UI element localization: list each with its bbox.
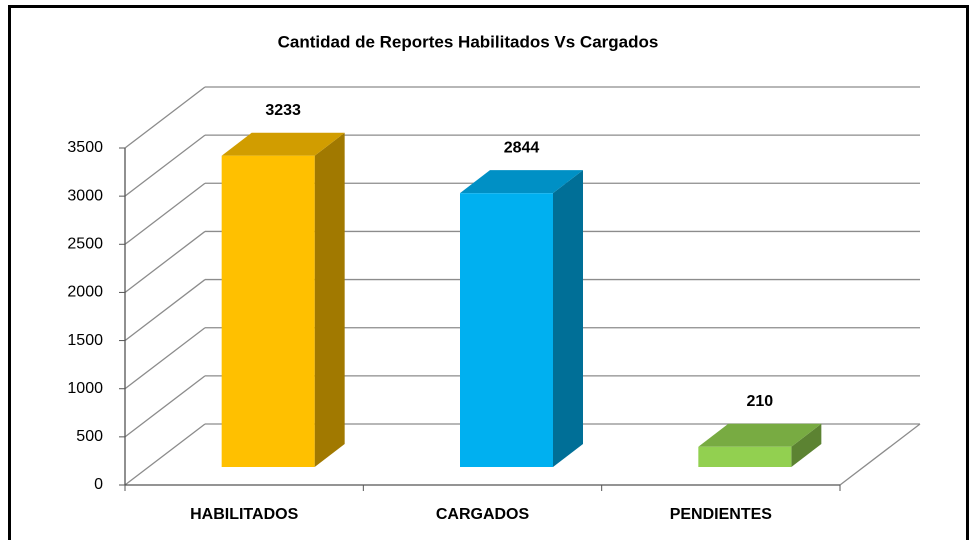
- grid-line: [124, 86, 206, 149]
- grid-line: [124, 230, 206, 293]
- y-tick-label: 2500: [67, 236, 103, 253]
- grid-line: [124, 279, 206, 342]
- y-tick-label: 2000: [67, 284, 103, 301]
- grid-line: [124, 327, 206, 390]
- floor-edge: [839, 423, 921, 486]
- y-tick-label: 3500: [67, 139, 103, 156]
- y-tick-label: 500: [76, 428, 103, 445]
- grid-line: [124, 134, 206, 197]
- bar-top: [221, 132, 345, 156]
- y-tick-label: 1000: [67, 380, 103, 397]
- x-tick-label: PENDIENTES: [670, 506, 773, 523]
- x-tick-label: HABILITADOS: [190, 506, 298, 523]
- grid-line: [124, 182, 206, 245]
- value-label: 210: [746, 393, 773, 410]
- bar: [698, 446, 792, 467]
- value-label: 3233: [265, 102, 301, 119]
- bar: [221, 155, 315, 467]
- bar-side: [553, 170, 583, 467]
- bar-top: [460, 170, 583, 194]
- y-tick-label: 0: [94, 476, 103, 493]
- bar: [460, 193, 553, 467]
- y-tick-label: 3000: [67, 187, 103, 204]
- bar-top: [698, 423, 822, 447]
- value-label: 2844: [504, 139, 540, 156]
- grid-line: [124, 423, 206, 486]
- x-tick-label: CARGADOS: [436, 506, 530, 523]
- y-tick-label: 1500: [67, 332, 103, 349]
- chart-title: Cantidad de Reportes Habilitados Vs Carg…: [278, 32, 659, 51]
- bar-side: [791, 423, 822, 467]
- grid-line: [124, 375, 206, 438]
- bar-side: [314, 132, 345, 467]
